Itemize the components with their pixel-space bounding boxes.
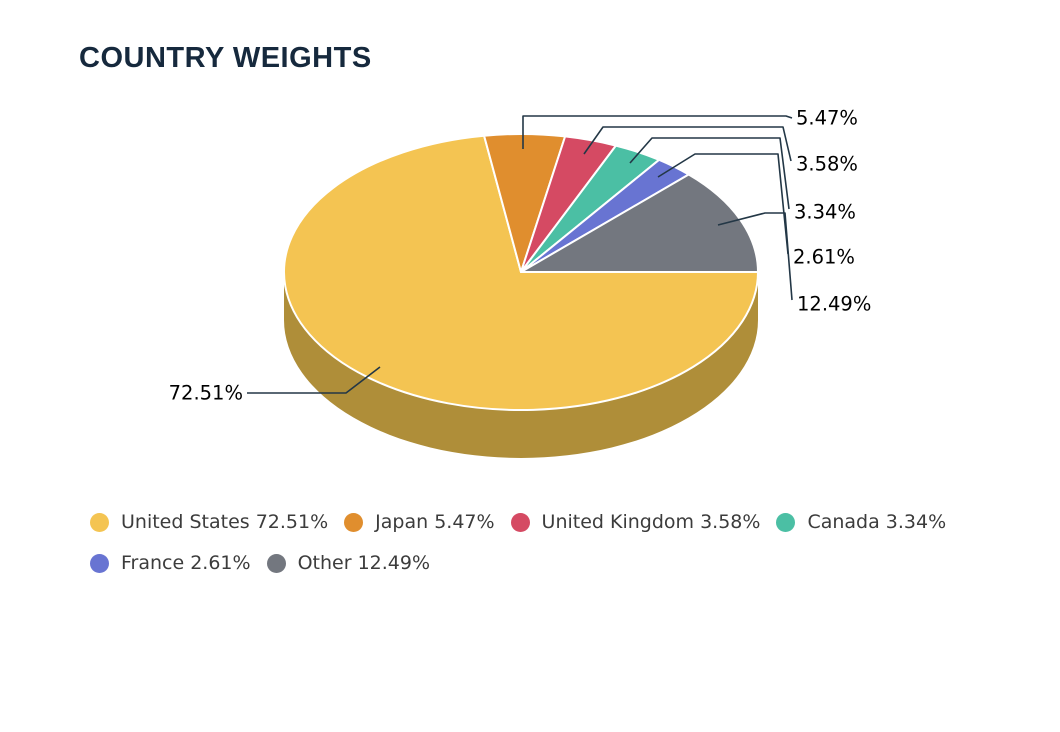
legend-row: France 2.61% Other 12.49% [90, 552, 946, 574]
callout-line-japan [522, 115, 793, 149]
callout-label-other: 12.49% [797, 293, 871, 316]
callout-labels: 72.51% 5.47% 3.58% 3.34% 2.61% 12.49% [169, 107, 872, 405]
callout-line-other [717, 212, 793, 301]
callout-label-united-states: 72.51% [169, 382, 243, 405]
legend-label-france: France 2.61% [121, 552, 251, 574]
pie-3d-side [284, 272, 758, 458]
callout-line-france [657, 153, 789, 255]
legend-item-united-kingdom[interactable]: United Kingdom 3.58% [510, 511, 761, 533]
legend-label-united-states: United States 72.51% [121, 511, 329, 533]
legend-item-united-states[interactable]: United States 72.51% [90, 511, 328, 533]
legend-marker-other [266, 553, 286, 573]
legend-marker-japan [344, 512, 364, 532]
callout-label-canada: 3.34% [794, 201, 856, 224]
legend-item-france[interactable]: France 2.61% [90, 552, 251, 574]
pie-side-united-states [284, 272, 758, 458]
callout-label-japan: 5.47% [796, 107, 858, 130]
legend-marker-france [90, 553, 109, 573]
legend: United States 72.51% Japan 5.47% United Ki… [90, 511, 946, 574]
legend-item-other[interactable]: Other 12.49% [266, 552, 431, 574]
legend-label-canada: Canada 3.34% [807, 511, 947, 533]
legend-label-united-kingdom: United Kingdom 3.58% [541, 511, 761, 533]
legend-marker-canada [776, 512, 796, 532]
chart-title: COUNTRY WEIGHTS [79, 42, 372, 74]
callout-label-united-kingdom: 3.58% [796, 153, 858, 176]
pie-slices [283, 133, 759, 411]
legend-row: United States 72.51% Japan 5.47% United Ki… [90, 511, 946, 533]
legend-marker-united-states [90, 512, 109, 532]
callout-line-united-states [247, 366, 381, 394]
callout-line-united-kingdom [583, 126, 792, 162]
callout-lines [247, 115, 793, 394]
legend-label-japan: Japan 5.47% [375, 511, 495, 533]
callout-line-canada [629, 137, 790, 210]
legend-marker-united-kingdom [510, 512, 530, 532]
legend-item-canada[interactable]: Canada 3.34% [776, 511, 946, 533]
legend-label-other: Other 12.49% [297, 552, 431, 574]
callout-label-france: 2.61% [793, 246, 855, 269]
legend-item-japan[interactable]: Japan 5.47% [344, 511, 495, 533]
